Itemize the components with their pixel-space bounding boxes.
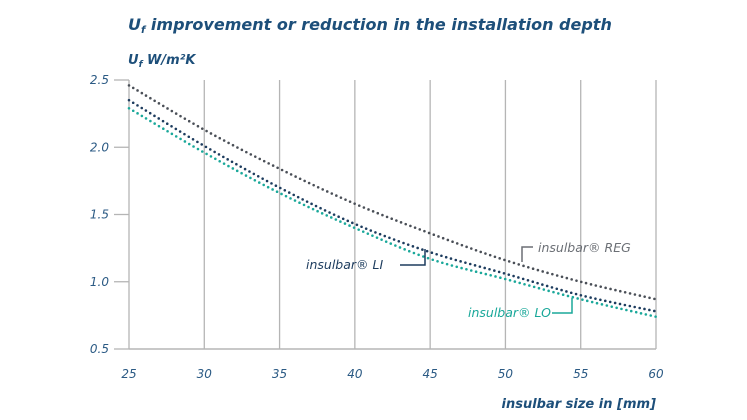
- series-label-li: insulbar® LI: [306, 257, 383, 272]
- x-tick-label: 40: [347, 367, 363, 381]
- x-axis-label: insulbar size in [mm]: [502, 397, 657, 412]
- x-tick-label: 50: [498, 367, 514, 381]
- x-tick-label: 60: [648, 367, 664, 381]
- chart-title: Uf improvement or reduction in the insta…: [128, 15, 612, 36]
- x-tick-label: 45: [423, 367, 438, 381]
- y-tick-label: 2.0: [90, 140, 109, 154]
- li-leader: [400, 249, 426, 266]
- y-tick-label: 1.5: [90, 208, 109, 222]
- y-tick-label: 2.5: [90, 73, 109, 87]
- reg-leader: [521, 246, 533, 262]
- x-tick-label: 55: [573, 367, 588, 381]
- y-tick-label: 1.0: [90, 275, 109, 289]
- y-axis-label: Uf W/m²K: [128, 53, 196, 70]
- series-line-0: [127, 84, 658, 301]
- series-label-lo: insulbar® LO: [468, 305, 551, 320]
- series-line-2: [127, 106, 658, 319]
- series-label-reg: insulbar® REG: [538, 240, 631, 255]
- x-tick-label: 35: [272, 367, 287, 381]
- x-tick-label: 30: [197, 367, 213, 381]
- x-tick-label: 25: [121, 367, 136, 381]
- lo-leader: [552, 298, 573, 314]
- series-line-1: [127, 98, 658, 313]
- y-tick-label: 0.5: [90, 342, 109, 356]
